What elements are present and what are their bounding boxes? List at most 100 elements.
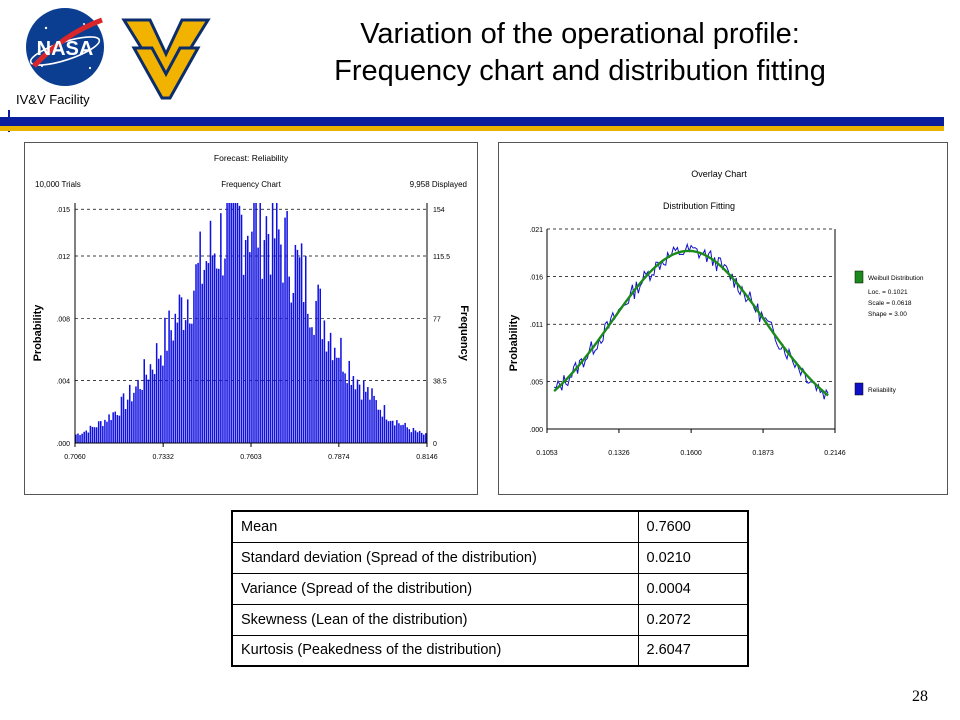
frequency-bar [106,421,108,443]
stats-value: 0.2072 [637,603,749,636]
frequency-bar [81,433,83,443]
legend-swatch-reliability [854,382,864,396]
frequency-bar [172,340,174,443]
frequency-bar [162,365,164,443]
frequency-bar [398,423,400,443]
frequency-bar [203,269,206,443]
freq-chart-y2tick-label: 38.5 [433,379,447,386]
frequency-bar [242,274,245,443]
frequency-bar [362,380,365,443]
frequency-bar [220,213,222,443]
frequency-bar [410,432,413,443]
frequency-bar [375,400,377,443]
frequency-bar [75,434,77,443]
frequency-bar [313,334,315,443]
frequency-bar [176,322,179,443]
overlay-chart-ytick-label: .011 [530,322,543,329]
stats-row: Kurtosis (Peakedness of the distribution… [231,634,749,667]
frequency-bar [271,203,274,443]
frequency-bar [369,399,371,443]
freq-chart-ytick-label: .012 [56,254,70,261]
frequency-bar [118,415,121,443]
frequency-bar [269,274,272,443]
frequency-bar [110,419,112,443]
frequency-bar [344,373,346,443]
frequency-bar [149,364,152,443]
frequency-bar [215,268,218,443]
frequency-bar [238,205,241,443]
frequency-bar [251,231,253,443]
frequency-bar [89,425,92,443]
frequency-bar [423,434,425,443]
frequency-bar [412,427,415,443]
stats-value: 2.6047 [637,634,749,667]
freq-chart-ytick-label: .000 [56,441,70,448]
frequency-bar [358,384,361,443]
freq-chart-y2tick-label: 154 [433,207,445,214]
frequency-bar [263,240,266,443]
frequency-bar [406,427,408,443]
frequency-bar [199,231,201,443]
freq-chart-trials: 10,000 Trials [35,180,81,189]
nasa-logo-text: NASA [37,38,94,60]
freq-chart-ytick-label: .015 [56,207,70,214]
frequency-bar [336,357,338,443]
frequency-bar [280,244,282,443]
freq-chart-xtick-label: 0.7603 [240,454,262,461]
weibull-fit-line [553,249,829,397]
frequency-bar [112,412,114,443]
frequency-bar [302,302,305,443]
stats-row: Mean 0.7600 [231,510,749,543]
frequency-bar [224,258,226,443]
frequency-bar [259,203,261,443]
overlay-chart-xtick-label: 0.2146 [824,450,846,457]
frequency-bar [213,253,216,443]
frequency-bar [414,430,417,443]
overlay-chart-xtick-label: 0.1326 [608,450,630,457]
page-number: 28 [912,688,928,705]
frequency-bar [282,282,284,443]
frequency-bar [288,276,290,443]
overlay-chart-subtitle: Distribution Fitting [663,201,735,211]
frequency-bar [174,313,177,443]
frequency-bar [180,297,183,443]
frequency-bar [207,263,210,443]
overlay-chart-ytick-label: .005 [529,379,543,386]
frequency-bar [102,426,104,443]
frequency-bar [267,233,270,443]
freq-chart-xtick-label: 0.7060 [64,454,86,461]
frequency-bar [93,427,96,443]
frequency-bar [139,388,141,443]
frequency-bar [205,261,208,443]
frequency-bar [87,432,90,443]
frequency-bar [371,388,373,443]
frequency-bar [342,371,344,443]
frequency-bar [381,416,384,443]
frequency-bar [228,203,230,443]
freq-chart-ylabel: Probability [32,304,44,362]
freq-chart-xtick-label: 0.7332 [152,454,174,461]
stats-label: Skewness (Lean of the distribution) [231,603,639,636]
legend-param-weibull: Shape = 3.00 [868,311,907,318]
frequency-bar [120,396,123,443]
stats-value: 0.0004 [637,572,749,605]
frequency-bar [329,332,332,443]
frequency-bar [348,360,350,443]
frequency-bar [218,268,220,443]
freq-chart-ylabel-right: Frequency [458,305,470,362]
statistics-table: Mean 0.7600 Standard deviation (Spread of … [231,510,749,667]
frequency-bar [240,214,243,443]
frequency-bar [273,238,276,443]
frequency-bar [137,379,139,443]
frequency-bar [164,317,166,443]
frequency-bar [346,383,348,443]
frequency-bar [255,203,257,443]
legend-param-weibull: Scale = 0.0618 [868,300,912,307]
legend-label-weibull: Weibull Distribution [868,275,924,282]
frequency-bar [236,203,239,443]
frequency-bar [95,427,98,443]
frequency-bar [360,399,363,443]
frequency-bar [352,376,355,443]
frequency-bar [160,355,162,443]
frequency-bar [232,203,235,443]
